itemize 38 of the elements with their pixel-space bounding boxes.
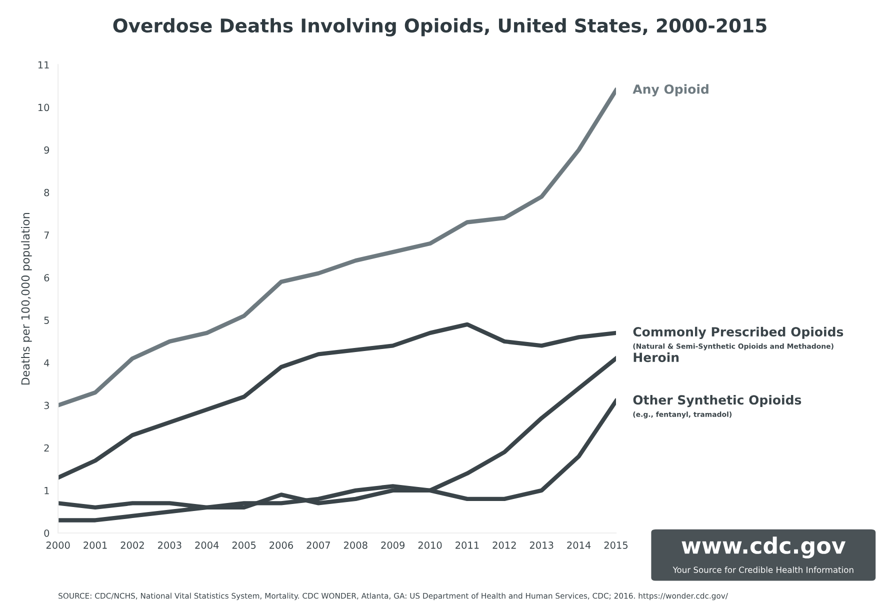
x-tick-label: 2015 xyxy=(604,542,628,549)
y-tick-label: 2 xyxy=(44,444,49,452)
x-tick-label: 2004 xyxy=(195,542,219,549)
x-tick-label: 2011 xyxy=(456,542,479,549)
x-tick-label: 2003 xyxy=(158,542,182,549)
y-tick-label: 7 xyxy=(44,232,49,239)
x-tick-label: 2001 xyxy=(84,542,107,549)
y-tick-label: 10 xyxy=(38,104,50,112)
x-tick-label: 2012 xyxy=(492,542,516,549)
series-label: Any Opioid xyxy=(632,84,708,96)
x-tick-label: 2005 xyxy=(232,542,256,549)
y-tick-label: 5 xyxy=(44,316,49,324)
series-label: Other Synthetic Opioids xyxy=(633,394,802,408)
x-tick-label: 2007 xyxy=(306,542,330,549)
line-series xyxy=(58,322,616,480)
x-tick-label: 2013 xyxy=(530,542,554,549)
x-tick-label: 2014 xyxy=(567,542,591,549)
y-tick-label: 8 xyxy=(44,188,50,196)
x-tick-label: 2002 xyxy=(120,542,144,549)
series-label: Commonly Prescribed Opioids xyxy=(633,326,844,340)
text: www.cdc.gov xyxy=(682,536,846,558)
y-tick-label: 4 xyxy=(44,359,50,366)
y-tick-label: 6 xyxy=(44,274,50,282)
y-tick-label: 9 xyxy=(44,146,50,154)
x-tick-label: 2008 xyxy=(344,542,368,549)
x-tick-label: 2000 xyxy=(46,542,70,549)
y-tick-label: 11 xyxy=(38,61,49,68)
chart-title: Overdose Deaths Involving Opioids, United States, 2000-2015 xyxy=(113,18,766,36)
series-label: Heroin xyxy=(634,352,679,362)
text: Your Source for Credible Health Information xyxy=(672,566,854,573)
y-tick-label: 1 xyxy=(44,487,49,494)
x-tick-label: 2009 xyxy=(381,542,405,549)
y-tick-label: 0 xyxy=(44,529,50,537)
x-tick-label: 2010 xyxy=(418,542,442,549)
y-axis-title: Deaths per 100,000 population xyxy=(21,213,32,385)
line-series xyxy=(58,88,616,408)
y-tick-label: 3 xyxy=(44,402,49,410)
x-tick-label: 2006 xyxy=(270,542,294,549)
